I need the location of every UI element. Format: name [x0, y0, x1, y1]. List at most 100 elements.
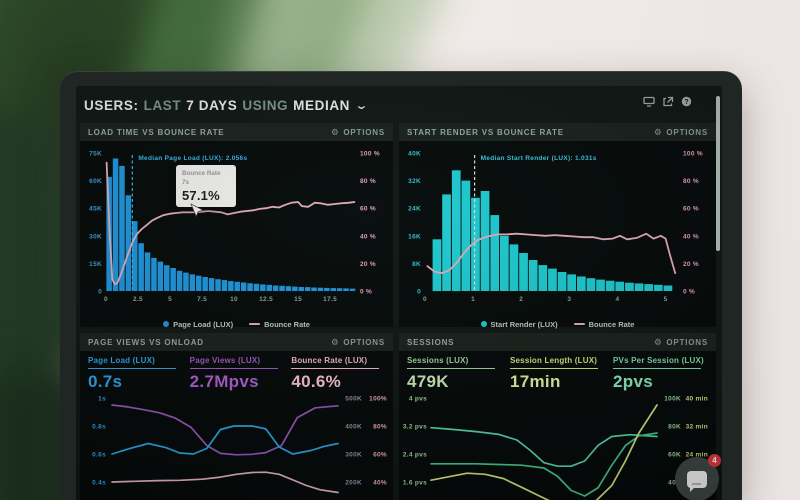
- options-button[interactable]: ⚙ OPTIONS: [330, 126, 385, 137]
- legend-dot-icon: [163, 321, 170, 327]
- svg-text:100%: 100%: [369, 395, 387, 402]
- mouse-cursor-icon: [190, 203, 203, 218]
- svg-text:24 min: 24 min: [686, 451, 708, 458]
- svg-text:40K: 40K: [668, 480, 681, 487]
- svg-text:8K: 8K: [412, 261, 421, 268]
- panel-header: START RENDER VS BOUNCE RATE ⚙ OPTIONS: [399, 123, 716, 141]
- svg-text:75K: 75K: [89, 151, 102, 158]
- svg-text:3.2 pvs: 3.2 pvs: [403, 423, 427, 430]
- legend-dot-icon: [480, 321, 487, 327]
- legend-line-icon: [249, 323, 261, 325]
- svg-text:40%: 40%: [373, 480, 387, 487]
- svg-text:300K: 300K: [345, 451, 362, 458]
- options-button[interactable]: ⚙ OPTIONS: [653, 126, 708, 137]
- svg-text:60 %: 60 %: [683, 206, 699, 213]
- svg-text:45K: 45K: [89, 206, 102, 213]
- header-last-label: LAST: [143, 97, 182, 113]
- svg-text:10: 10: [230, 296, 238, 303]
- options-button[interactable]: ⚙ OPTIONS: [330, 336, 385, 347]
- svg-text:3: 3: [567, 296, 571, 303]
- panel-title: START RENDER VS BOUNCE RATE: [407, 127, 564, 137]
- svg-text:32K: 32K: [408, 178, 421, 185]
- svg-text:80 %: 80 %: [360, 178, 376, 185]
- header-median-label: MEDIAN: [293, 97, 351, 113]
- svg-text:0.8s: 0.8s: [92, 423, 106, 430]
- svg-text:0: 0: [104, 296, 108, 303]
- metric-pvs-per-session: PVs Per Session (LUX) 2pvs: [613, 356, 704, 391]
- svg-text:1s: 1s: [98, 395, 106, 402]
- gear-icon: ⚙: [653, 336, 663, 347]
- svg-text:80 %: 80 %: [683, 178, 699, 185]
- metric-sessions: Sessions (LUX) 479K: [407, 356, 510, 392]
- metric-session-length: Session Length (LUX) 17min: [510, 356, 598, 391]
- svg-text:40 %: 40 %: [683, 233, 699, 240]
- svg-text:4 pvs: 4 pvs: [409, 395, 427, 402]
- svg-text:100K: 100K: [664, 395, 681, 402]
- svg-text:0.6s: 0.6s: [92, 451, 106, 458]
- svg-text:Median Start Render (LUX): 1.0: Median Start Render (LUX): 1.031s: [481, 155, 597, 162]
- load-time-histogram-chart[interactable]: 75K 60K 45K 30K 15K 0 100 % 80 % 60 % 40 % 20 % 0 %…: [80, 141, 393, 311]
- metric-page-views: Page Views (LUX) 2.7Mpvs: [189, 356, 292, 392]
- chart-legend: Start Render (LUX) Bounce Rate: [399, 316, 716, 332]
- svg-text:17.5: 17.5: [323, 296, 337, 303]
- svg-text:0: 0: [417, 289, 421, 296]
- svg-text:2: 2: [519, 296, 523, 303]
- header-using-label: USING: [242, 97, 289, 113]
- panel-sessions: SESSIONS ⚙ OPTIONS Sessions (LUX) 479K S…: [399, 333, 716, 500]
- svg-text:5: 5: [168, 296, 172, 303]
- share-icon[interactable]: [662, 96, 674, 107]
- svg-text:24K: 24K: [408, 206, 421, 213]
- chart-legend: Page Load (LUX) Bounce Rate: [80, 316, 393, 332]
- display-icon[interactable]: [643, 96, 655, 107]
- svg-text:1: 1: [471, 296, 475, 303]
- notification-badge: 4: [708, 454, 721, 467]
- svg-text:32 min: 32 min: [686, 423, 708, 430]
- svg-text:1.6 pvs: 1.6 pvs: [403, 480, 427, 487]
- metric-page-load: Page Load (LUX) 0.7s: [88, 356, 190, 392]
- chat-launcher-button[interactable]: 4: [675, 454, 721, 500]
- gear-icon: ⚙: [330, 126, 340, 137]
- metrics-row: Page Load (LUX) 0.7s Page Views (LUX) 2.…: [80, 351, 393, 392]
- svg-text:60K: 60K: [89, 178, 102, 185]
- dashboard-screen: USERS: LAST 7 DAYS USING MEDIAN ⌄ ? LOAD…: [76, 86, 722, 500]
- svg-text:Median Page Load (LUX): 2.056s: Median Page Load (LUX): 2.056s: [138, 155, 247, 162]
- options-button[interactable]: ⚙ OPTIONS: [653, 336, 708, 347]
- svg-text:500K: 500K: [345, 395, 362, 402]
- sessions-line-chart[interactable]: 4 pvs 3.2 pvs 2.4 pvs 1.6 pvs 100K 80K 60K 40K 4…: [399, 392, 716, 500]
- svg-text:15K: 15K: [89, 261, 102, 268]
- panel-load-time-vs-bounce-rate: LOAD TIME VS BOUNCE RATE ⚙ OPTIONS 75K 60…: [80, 123, 393, 329]
- svg-text:20 %: 20 %: [683, 261, 699, 268]
- laptop-bezel: USERS: LAST 7 DAYS USING MEDIAN ⌄ ? LOAD…: [60, 71, 742, 500]
- svg-text:80K: 80K: [668, 423, 681, 430]
- svg-text:400K: 400K: [345, 423, 362, 430]
- panel-header: PAGE VIEWS VS ONLOAD ⚙ OPTIONS: [80, 333, 393, 351]
- svg-text:15: 15: [294, 296, 302, 303]
- chevron-down-icon: ⌄: [354, 99, 370, 112]
- page-views-line-chart[interactable]: 1s 0.8s 0.6s 0.4s 500K 400K 300K 200K 100% 80% 60%…: [80, 392, 393, 500]
- svg-text:0: 0: [423, 296, 427, 303]
- svg-text:100 %: 100 %: [360, 151, 380, 158]
- svg-text:80%: 80%: [373, 423, 387, 430]
- svg-text:30K: 30K: [89, 233, 102, 240]
- svg-text:60 %: 60 %: [360, 206, 376, 213]
- view-selector-dropdown[interactable]: USERS: LAST 7 DAYS USING MEDIAN ⌄: [84, 94, 370, 116]
- svg-text:5: 5: [664, 296, 668, 303]
- svg-text:100 %: 100 %: [683, 151, 703, 158]
- panel-title: SESSIONS: [407, 337, 455, 347]
- svg-text:2.5: 2.5: [133, 296, 143, 303]
- svg-text:40 %: 40 %: [360, 233, 376, 240]
- legend-line-icon: [573, 323, 585, 325]
- svg-text:0 %: 0 %: [683, 289, 695, 296]
- svg-text:12.5: 12.5: [259, 296, 273, 303]
- vertical-scrollbar[interactable]: [716, 96, 720, 251]
- metrics-row: Sessions (LUX) 479K Session Length (LUX)…: [399, 351, 716, 392]
- svg-text:?: ?: [684, 99, 688, 106]
- svg-text:0 %: 0 %: [360, 289, 372, 296]
- metric-bounce-rate: Bounce Rate (LUX) 40.6%: [291, 356, 393, 392]
- svg-text:7.5: 7.5: [197, 296, 207, 303]
- start-render-histogram-chart[interactable]: 40K 32K 24K 16K 8K 0 100 % 80 % 60 % 40 % 20 % 0 % 0…: [399, 141, 716, 311]
- help-icon[interactable]: ?: [681, 96, 692, 107]
- panel-header: LOAD TIME VS BOUNCE RATE ⚙ OPTIONS: [80, 123, 393, 141]
- bounce-rate-tooltip: Bounce Rate 7s 57.1%: [176, 165, 236, 207]
